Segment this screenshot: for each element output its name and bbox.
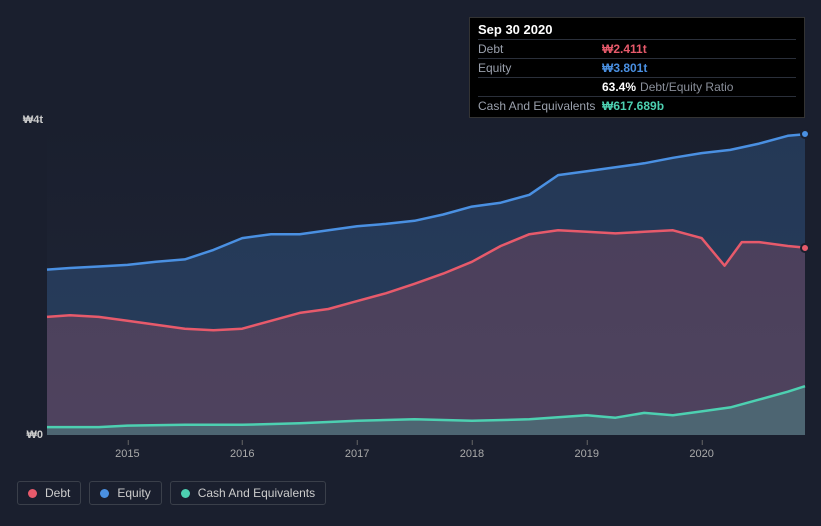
series-end-marker [800, 129, 810, 139]
x-tick-label: 2019 [575, 448, 599, 460]
x-tick-label: 2020 [689, 448, 713, 460]
legend-label: Equity [117, 486, 150, 500]
tooltip-date: Sep 30 2020 [478, 22, 796, 39]
legend: Debt Equity Cash And Equivalents [17, 481, 326, 505]
x-tick-label: 2015 [115, 448, 139, 460]
chart-svg [47, 120, 805, 435]
tooltip-row: Cash And Equivalents₩617.689b [478, 96, 796, 115]
plot-area[interactable] [47, 120, 805, 435]
tooltip-row-label: Cash And Equivalents [478, 98, 602, 114]
tooltip-row-value: ₩2.411t [602, 41, 647, 57]
tooltip-row-label: Debt [478, 41, 602, 57]
x-tick-label: 2016 [230, 448, 254, 460]
tooltip-row-value: ₩617.689b [602, 98, 664, 114]
legend-item[interactable]: Debt [17, 481, 81, 505]
x-tick-label: 2018 [460, 448, 484, 460]
tooltip-row: 63.4%Debt/Equity Ratio [478, 77, 796, 96]
legend-item[interactable]: Cash And Equivalents [170, 481, 326, 505]
tooltip-rows: Debt₩2.411tEquity₩3.801t63.4%Debt/Equity… [478, 39, 796, 115]
financial-chart: ₩0₩4t 2015 2016 2017 2018 2019 2020 [17, 120, 805, 460]
tooltip-row-label: Equity [478, 60, 602, 76]
legend-label: Debt [45, 486, 70, 500]
tooltip-row-value: 63.4%Debt/Equity Ratio [602, 79, 733, 95]
x-tick-label: 2017 [345, 448, 369, 460]
legend-label: Cash And Equivalents [198, 486, 315, 500]
legend-dot-icon [28, 489, 37, 498]
tooltip-panel: Sep 30 2020 Debt₩2.411tEquity₩3.801t63.4… [469, 17, 805, 118]
y-axis: ₩0₩4t [17, 120, 47, 460]
legend-dot-icon [181, 489, 190, 498]
y-tick-label: ₩4t [23, 114, 43, 126]
tooltip-row: Debt₩2.411t [478, 39, 796, 58]
legend-dot-icon [100, 489, 109, 498]
legend-item[interactable]: Equity [89, 481, 161, 505]
tooltip-row: Equity₩3.801t [478, 58, 796, 77]
x-axis: 2015 2016 2017 2018 2019 2020 [47, 440, 805, 460]
tooltip-row-label [478, 79, 602, 95]
tooltip-row-value: ₩3.801t [602, 60, 647, 76]
y-tick-label: ₩0 [27, 429, 44, 441]
series-end-marker [800, 243, 810, 253]
tooltip-row-suffix: Debt/Equity Ratio [640, 80, 733, 94]
